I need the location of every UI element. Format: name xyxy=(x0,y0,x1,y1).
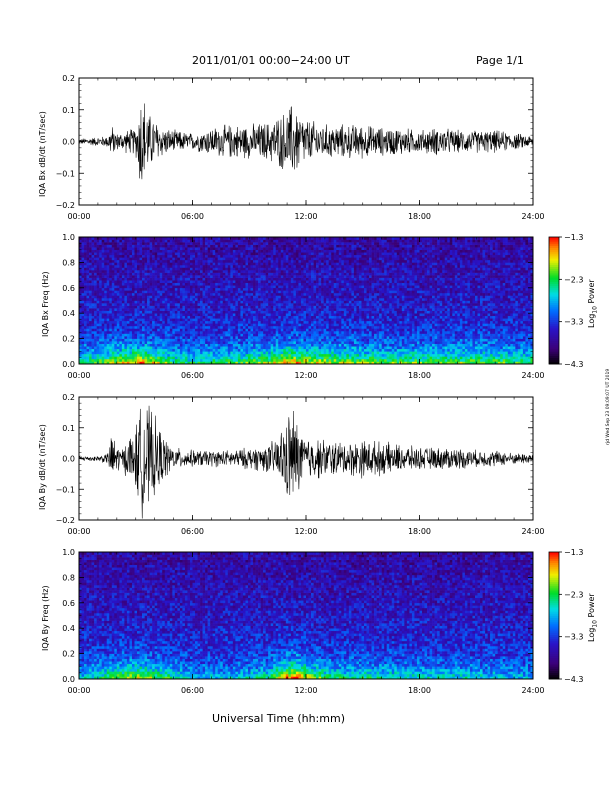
panel4-colorbar-tick-label: −2.3 xyxy=(564,590,583,599)
panel2-xtick-label: 18:00 xyxy=(408,371,431,380)
panel3-signal-line xyxy=(79,406,533,519)
panel3-ytick-label: 0.1 xyxy=(62,424,75,433)
panel4-ytick-label: 0.0 xyxy=(62,675,75,684)
panel4-colorbar-tick-label: −1.3 xyxy=(564,548,583,557)
panel1-ytick-label: 0.2 xyxy=(62,74,75,83)
panel2-colorbar-tick-label: −1.3 xyxy=(564,233,583,242)
panel3-xtick-label: 06:00 xyxy=(181,527,204,536)
panel1-xtick-label: 18:00 xyxy=(408,212,431,221)
panel3-xtick-label: 00:00 xyxy=(67,527,90,536)
panel3-xtick-label: 12:00 xyxy=(294,527,317,536)
panel4-ytick-label: 0.4 xyxy=(62,624,75,633)
panel4-colorbar-tick-label: −4.3 xyxy=(564,675,583,684)
panel2-colorbar-tick-label: −4.3 xyxy=(564,360,583,369)
panel4-colorbar xyxy=(549,552,559,679)
panel2-ytick-label: 0.4 xyxy=(62,309,75,318)
panel2-ytick-label: 0.2 xyxy=(62,335,75,344)
panel1-xtick-label: 06:00 xyxy=(181,212,204,221)
panel2-ytick-label: 0.6 xyxy=(62,284,75,293)
panel3-ytick-label: 0.0 xyxy=(62,455,75,464)
panel2-xtick-label: 00:00 xyxy=(67,371,90,380)
panel4-ytick-label: 1.0 xyxy=(62,548,75,557)
panel2-colorbar-tick-label: −2.3 xyxy=(564,275,583,284)
panel1-ytick-label: 0.0 xyxy=(62,138,75,147)
panel2-ytick-label: 1.0 xyxy=(62,233,75,242)
panel2-colorbar xyxy=(549,237,559,364)
panel4-spectrogram xyxy=(79,552,533,679)
panel1-ytick-label: 0.1 xyxy=(62,106,75,115)
panel4-xtick-label: 06:00 xyxy=(181,686,204,695)
panel3-xtick-label: 18:00 xyxy=(408,527,431,536)
panel2-ytick-label: 0.0 xyxy=(62,360,75,369)
panel2-colorbar-tick-label: −3.3 xyxy=(564,318,583,327)
panel4-xtick-label: 00:00 xyxy=(67,686,90,695)
panel3-ytick-label: −0.2 xyxy=(56,516,75,525)
panel1-ytick-label: −0.1 xyxy=(56,169,75,178)
panel2-xtick-label: 24:00 xyxy=(521,371,544,380)
panel2-spectrogram xyxy=(79,237,533,364)
panel4-ytick-label: 0.6 xyxy=(62,599,75,608)
panel1-xtick-label: 00:00 xyxy=(67,212,90,221)
panel3-ytick-label: 0.2 xyxy=(62,393,75,402)
panel4-xtick-label: 24:00 xyxy=(521,686,544,695)
panel1-ytick-label: −0.2 xyxy=(56,201,75,210)
panel1-xtick-label: 12:00 xyxy=(294,212,317,221)
panel4-colorbar-tick-label: −3.3 xyxy=(564,633,583,642)
panel1-xtick-label: 24:00 xyxy=(521,212,544,221)
panel4-ytick-label: 0.2 xyxy=(62,650,75,659)
panel3-ytick-label: −0.1 xyxy=(56,485,75,494)
panel4-xtick-label: 18:00 xyxy=(408,686,431,695)
panel2-xtick-label: 12:00 xyxy=(294,371,317,380)
panel3-xtick-label: 24:00 xyxy=(521,527,544,536)
panel4-xtick-label: 12:00 xyxy=(294,686,317,695)
panel2-xtick-label: 06:00 xyxy=(181,371,204,380)
panel2-ytick-label: 0.8 xyxy=(62,258,75,267)
figure-canvas: 00:00 06:00 12:00 18:00 24:00 0.2 0.1 0.0 −0.1 −0… xyxy=(0,0,612,792)
panel1-signal-line xyxy=(79,104,533,180)
panel4-ytick-label: 0.8 xyxy=(62,573,75,582)
